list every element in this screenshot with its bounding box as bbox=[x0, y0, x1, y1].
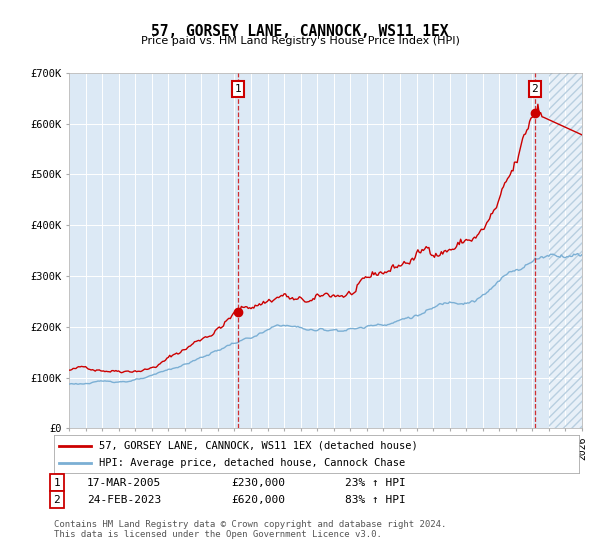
Text: 1: 1 bbox=[53, 478, 61, 488]
Text: Price paid vs. HM Land Registry's House Price Index (HPI): Price paid vs. HM Land Registry's House … bbox=[140, 36, 460, 46]
Text: 2: 2 bbox=[532, 84, 538, 94]
Text: HPI: Average price, detached house, Cannock Chase: HPI: Average price, detached house, Cann… bbox=[98, 458, 405, 468]
Text: 2: 2 bbox=[53, 494, 61, 505]
Text: £230,000: £230,000 bbox=[231, 478, 285, 488]
Text: 17-MAR-2005: 17-MAR-2005 bbox=[87, 478, 161, 488]
Text: 1: 1 bbox=[235, 84, 241, 94]
Bar bbox=[549, 73, 582, 428]
Text: 83% ↑ HPI: 83% ↑ HPI bbox=[345, 494, 406, 505]
Bar bbox=[549, 73, 582, 428]
Text: 23% ↑ HPI: 23% ↑ HPI bbox=[345, 478, 406, 488]
Text: £620,000: £620,000 bbox=[231, 494, 285, 505]
Text: 57, GORSEY LANE, CANNOCK, WS11 1EX: 57, GORSEY LANE, CANNOCK, WS11 1EX bbox=[151, 24, 449, 39]
Text: Contains HM Land Registry data © Crown copyright and database right 2024.
This d: Contains HM Land Registry data © Crown c… bbox=[54, 520, 446, 539]
Text: 57, GORSEY LANE, CANNOCK, WS11 1EX (detached house): 57, GORSEY LANE, CANNOCK, WS11 1EX (deta… bbox=[98, 441, 418, 451]
Text: 24-FEB-2023: 24-FEB-2023 bbox=[87, 494, 161, 505]
